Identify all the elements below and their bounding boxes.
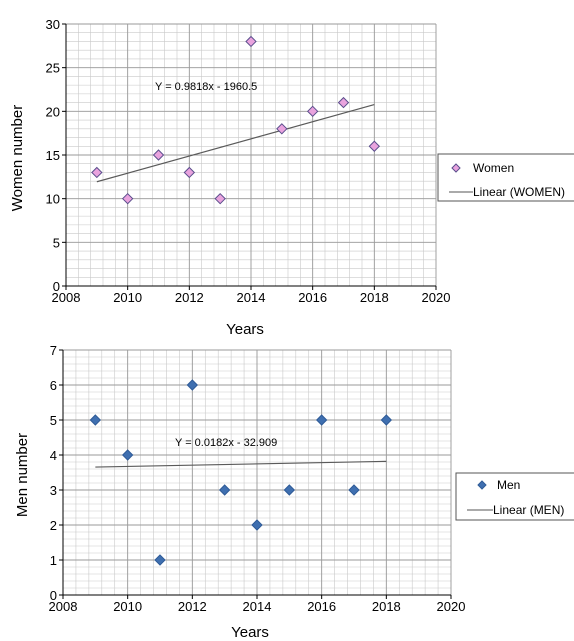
- men-chart: 2008 2010 2012 2014 2016 2018 2020 0 1 2 3 4 5 6 7 Yea…: [14, 343, 574, 641]
- x-tick-label: 2020: [437, 599, 466, 614]
- data-point: [251, 519, 263, 531]
- x-tick-label: 2014: [243, 599, 272, 614]
- data-point: [121, 192, 134, 205]
- x-tick-label: 2018: [372, 599, 401, 614]
- y-tick-label: 7: [50, 343, 57, 358]
- x-tick-label: 2020: [422, 290, 451, 305]
- legend-marker-icon: [451, 163, 461, 173]
- x-tick-label: 2012: [178, 599, 207, 614]
- data-point: [214, 192, 226, 205]
- y-tick-label: 3: [50, 483, 57, 498]
- y-tick-label: 30: [46, 17, 60, 32]
- data-point: [183, 166, 196, 179]
- legend: Men Linear (MEN): [455, 472, 574, 521]
- x-tick-label: 2016: [298, 290, 327, 305]
- x-tick-label: 2012: [175, 290, 204, 305]
- legend-box: [437, 153, 574, 202]
- x-tick-label: 2008: [52, 290, 81, 305]
- y-tick-label: 6: [50, 378, 57, 393]
- data-point: [121, 449, 134, 461]
- legend-label-series: Men: [497, 478, 520, 492]
- x-tick-label: 2016: [307, 599, 336, 614]
- legend-label-trendline: Linear (MEN): [493, 503, 564, 517]
- legend-box: [455, 472, 574, 521]
- women-chart: 2008 2010 2012 2014 2016 2018 2020 0 5 10 15 20 25 30…: [9, 17, 574, 338]
- x-tick-label: 2014: [237, 290, 266, 305]
- data-point: [368, 140, 381, 152]
- data-point: [276, 123, 288, 135]
- x-axis-title: Years: [231, 624, 269, 641]
- trendline: [96, 104, 375, 183]
- data-point: [89, 414, 102, 426]
- y-tick-label: 0: [53, 279, 60, 294]
- y-tick-label: 20: [46, 104, 60, 119]
- x-axis-title: Years: [226, 321, 264, 338]
- legend-label-series: Women: [473, 161, 514, 175]
- data-point: [152, 149, 165, 161]
- legend-label-trendline: Linear (WOMEN): [473, 185, 565, 199]
- x-tick-label: 2010: [113, 599, 142, 614]
- legend-marker-icon: [477, 480, 487, 490]
- y-tick-label: 15: [46, 148, 60, 163]
- data-point: [245, 35, 257, 48]
- data-point: [186, 379, 199, 391]
- data-point: [154, 554, 166, 566]
- data-point: [283, 484, 296, 496]
- data-point: [348, 484, 360, 496]
- trendline-equation: Y = 0.9818x - 1960.5: [155, 81, 257, 93]
- data-point: [91, 166, 103, 179]
- y-tick-label: 4: [50, 448, 57, 463]
- y-tick-label: 25: [46, 61, 60, 76]
- legend: Women Linear (WOMEN): [437, 153, 574, 202]
- data-point: [337, 96, 350, 109]
- y-tick-label: 2: [50, 518, 57, 533]
- trendline-equation: Y = 0.0182x - 32.909: [175, 437, 277, 449]
- y-tick-label: 5: [50, 413, 57, 428]
- trendline: [95, 460, 387, 468]
- y-tick-label: 5: [53, 235, 60, 250]
- y-tick-label: 0: [50, 588, 57, 603]
- y-tick-label: 1: [50, 553, 57, 568]
- y-axis-title: Women number: [9, 105, 26, 211]
- data-point: [380, 414, 393, 426]
- y-axis-title: Men number: [14, 433, 31, 517]
- data-point: [218, 484, 231, 496]
- x-tick-label: 2008: [49, 599, 78, 614]
- data-point: [315, 414, 328, 426]
- x-tick-label: 2018: [360, 290, 389, 305]
- data-point: [306, 105, 319, 118]
- x-tick-label: 2010: [113, 290, 142, 305]
- y-tick-label: 10: [46, 192, 60, 207]
